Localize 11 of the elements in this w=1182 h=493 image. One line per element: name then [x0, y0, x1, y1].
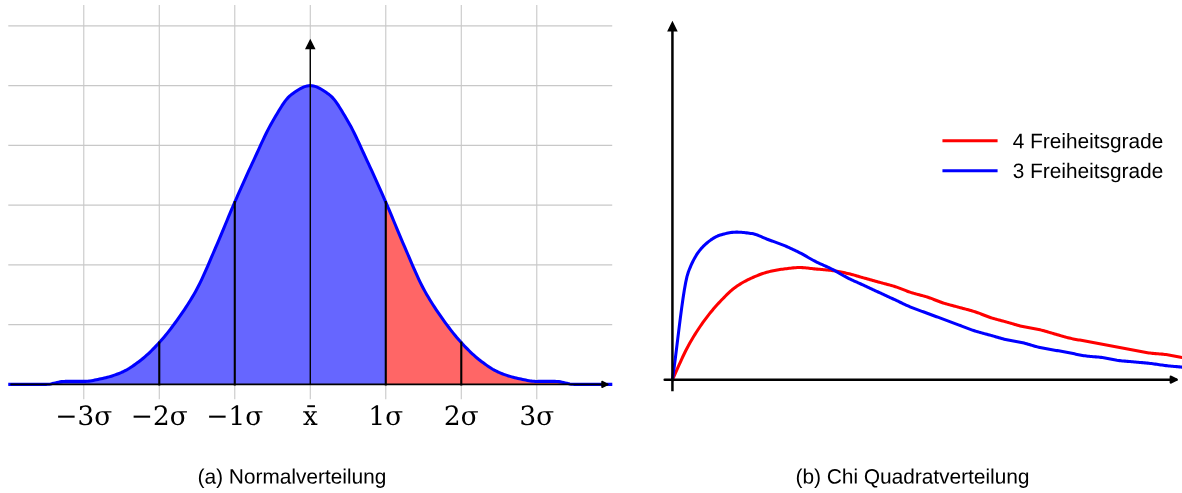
x-tick-label: 2σ: [445, 405, 478, 426]
legend-label: 4 Freiheitsgrade: [1013, 133, 1163, 153]
text: (a) Normalverteilung: [198, 468, 385, 488]
legend-label: 3 Freiheitsgrade: [1013, 162, 1163, 183]
x-tick-label: −2σ: [133, 405, 187, 426]
text: (b) Chi Quadratverteilung: [796, 468, 1029, 488]
x-tick-label: 3σ: [521, 405, 554, 426]
x-tick-label: 1σ: [371, 405, 403, 426]
x-tick-label: −1σ: [209, 405, 263, 426]
x-tick-label: −3σ: [58, 405, 112, 426]
x-tick-label: x̄: [303, 405, 318, 425]
